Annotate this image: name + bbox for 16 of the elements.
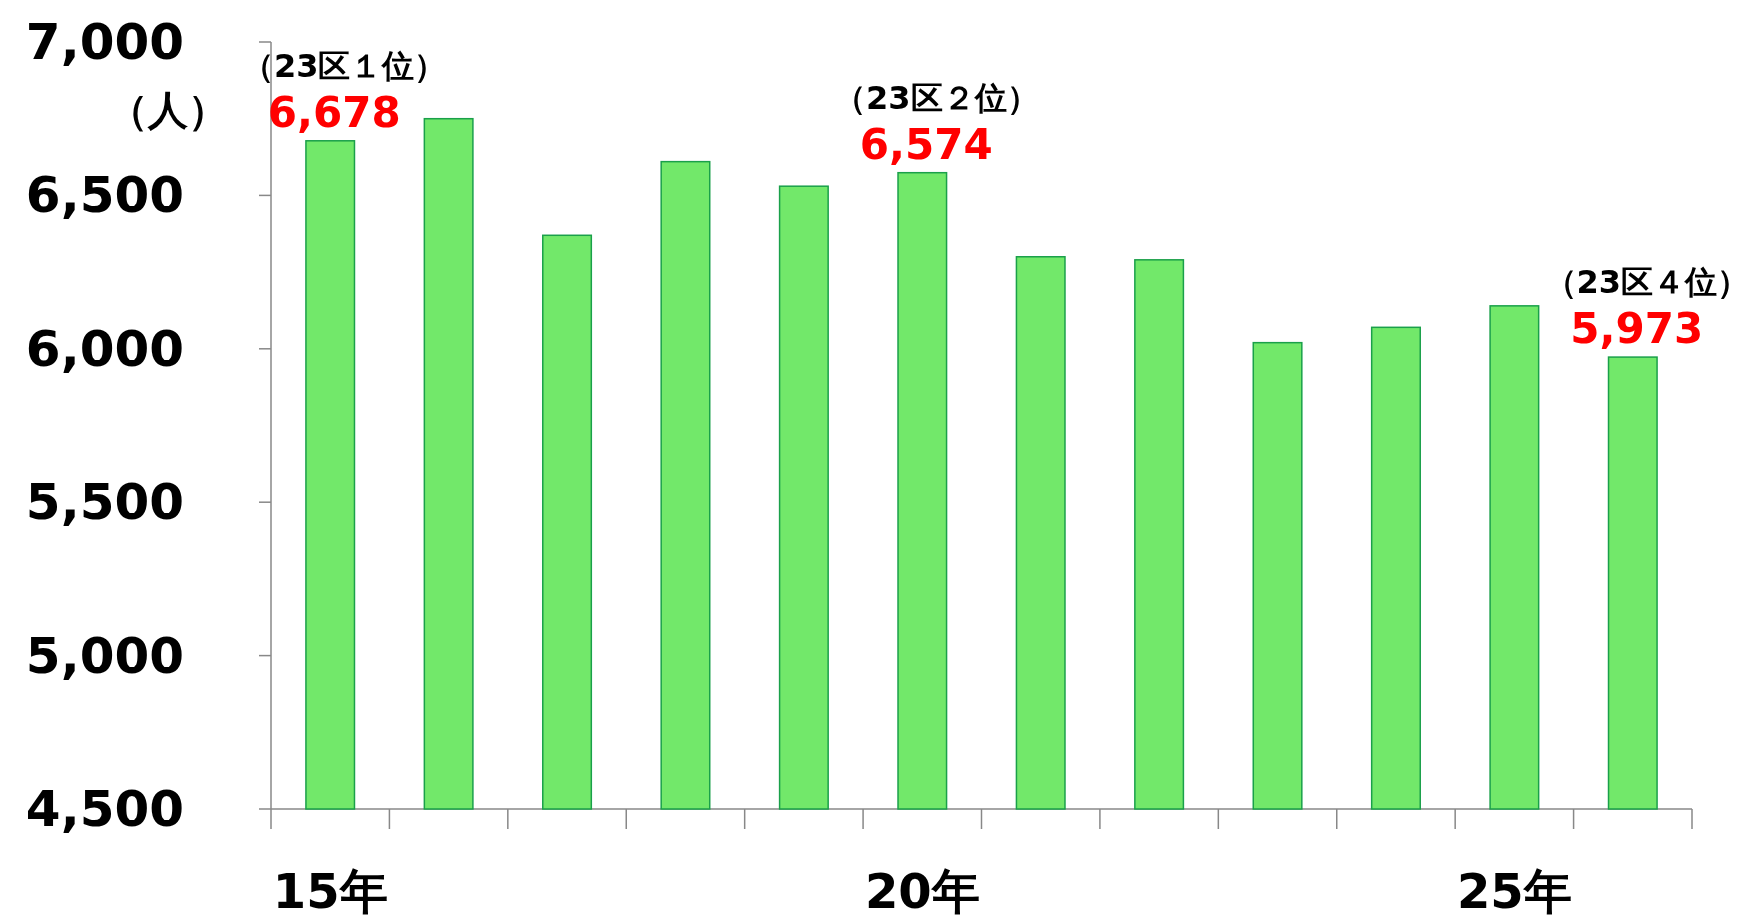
data-label: 5,973 [1570, 304, 1704, 354]
y-axis-title: （人） [108, 87, 228, 133]
x-tick-label: 20年 [864, 863, 980, 919]
y-tick-label: 7,000 [25, 13, 184, 71]
y-tick-label: 6,000 [25, 319, 184, 378]
annotation: （23区１位） [241, 46, 447, 85]
y-tick-label: 5,000 [25, 626, 184, 685]
data-label: 6,574 [859, 119, 993, 169]
y-tick-label: 5,500 [25, 473, 184, 532]
annotation: （23区２位） [834, 78, 1039, 117]
x-tick-label: 25年 [1456, 863, 1572, 919]
y-tick-label: 4,500 [25, 780, 184, 838]
data-label: 6,678 [267, 87, 401, 137]
x-tick-label: 15年 [272, 863, 388, 919]
y-tick-label: 6,500 [25, 166, 184, 225]
annotation: （23区４位） [1544, 263, 1750, 302]
